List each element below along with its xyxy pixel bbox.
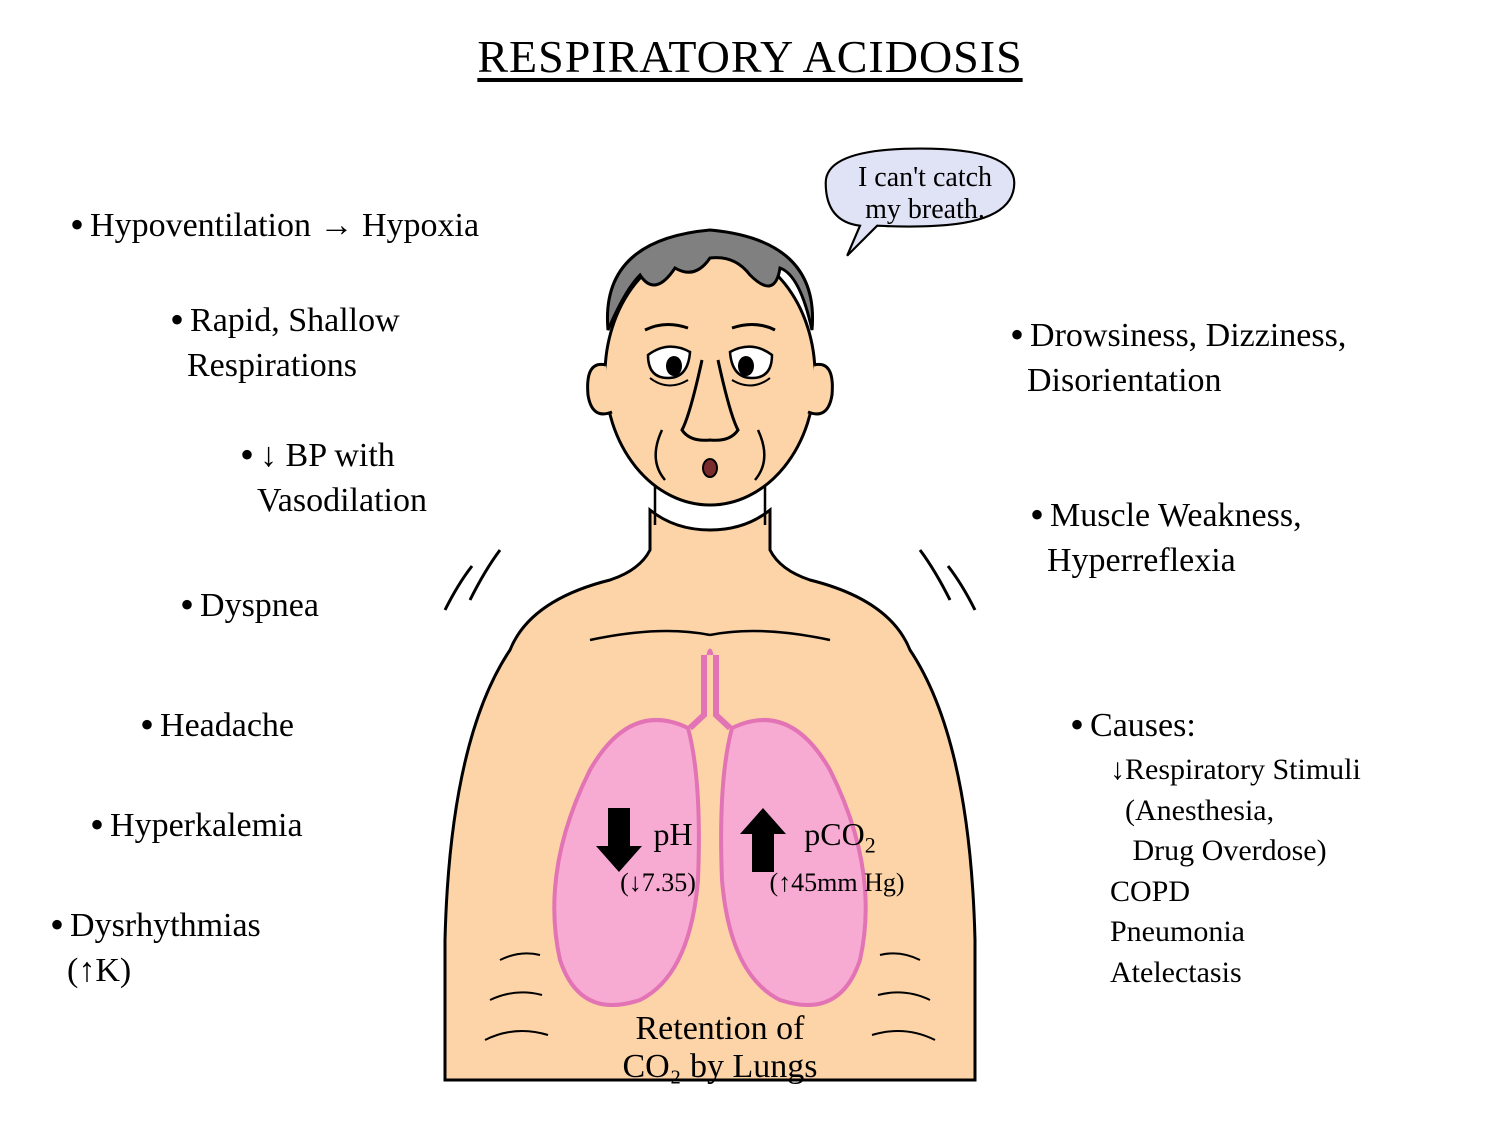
bullet-dysrhythmias: •Dysrhythmias (↑K) xyxy=(50,900,261,993)
ph-label: pH xyxy=(638,816,708,853)
bullet-rapid-shallow: •Rapid, Shallow Respirations xyxy=(170,295,400,388)
ph-value: (↓7.35) xyxy=(588,868,728,898)
bullet-drowsiness: •Drowsiness, Dizziness, Disorientation xyxy=(1010,310,1346,403)
bullet-hyperkalemia: •Hyperkalemia xyxy=(90,800,303,850)
pco2-label: pCO2 xyxy=(780,816,900,858)
bullet-dyspnea: •Dyspnea xyxy=(180,580,319,630)
bullet-headache: •Headache xyxy=(140,700,294,750)
bullet-causes: •Causes: ↓Respiratory Stimuli (Anesthesi… xyxy=(1070,700,1361,993)
bullet-hypoventilation: •Hypoventilation → Hypoxia xyxy=(70,200,479,250)
person-figure xyxy=(430,180,990,1100)
pco2-value: (↑45mm Hg) xyxy=(752,868,922,898)
retention-label: Retention of CO₂ by Lungs xyxy=(520,1010,920,1086)
bullet-bp: •↓ BP with Vasodilation xyxy=(240,430,427,523)
bullet-muscle-weakness: •Muscle Weakness, Hyperreflexia xyxy=(1030,490,1302,583)
causes-list: ↓Respiratory Stimuli (Anesthesia, Drug O… xyxy=(1110,750,1361,993)
page-title: RESPIRATORY ACIDOSIS xyxy=(477,30,1022,83)
